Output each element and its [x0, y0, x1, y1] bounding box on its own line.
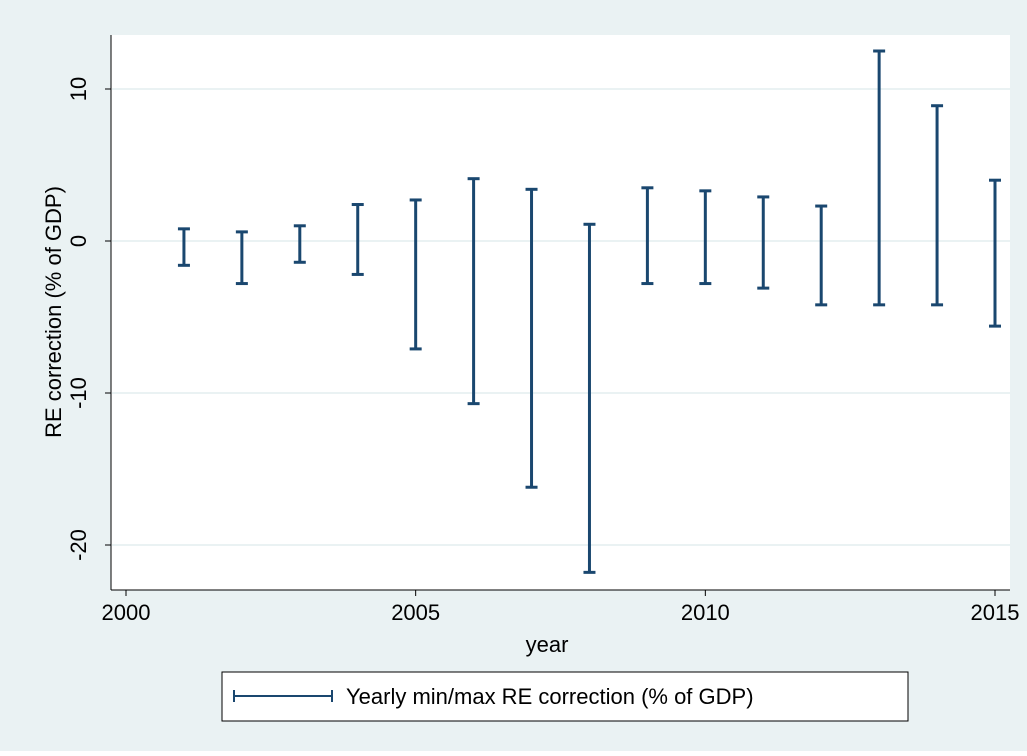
range-bar	[467, 177, 480, 406]
range-bar	[525, 187, 538, 489]
y-tick-label: -10	[66, 377, 91, 409]
range-bar	[873, 49, 886, 307]
range-bar	[931, 104, 944, 307]
legend-label: Yearly min/max RE correction (% of GDP)	[346, 684, 754, 709]
legend: Yearly min/max RE correction (% of GDP)	[221, 671, 909, 722]
y-tick-label: -20	[66, 529, 91, 561]
data-series	[177, 49, 1001, 574]
axes: -20 -10 0 10 2000 2005 2010 2015	[66, 35, 1019, 625]
range-bar	[409, 198, 422, 351]
x-axis-title: year	[526, 632, 569, 657]
legend-box	[221, 671, 909, 722]
x-tick-label: 2000	[102, 600, 151, 625]
legend-key-range-marker	[233, 690, 333, 702]
x-tick-label: 2005	[391, 600, 440, 625]
range-bar	[699, 189, 712, 286]
range-bar	[989, 178, 1001, 328]
range-bar	[757, 195, 770, 290]
y-tick-label: 10	[66, 77, 91, 101]
range-bar	[293, 224, 306, 264]
range-bar	[235, 230, 248, 286]
y-axis-title: RE correction (% of GDP)	[41, 186, 66, 438]
gridlines	[112, 88, 1010, 546]
x-tick-label: 2015	[971, 600, 1020, 625]
plot-area	[111, 35, 1010, 590]
x-tick-label: 2010	[681, 600, 730, 625]
range-bar	[815, 204, 828, 307]
range-bar	[177, 227, 190, 267]
range-bar	[583, 222, 596, 574]
y-tick-label: 0	[66, 235, 91, 247]
range-bar	[351, 203, 364, 276]
range-bar	[641, 186, 654, 286]
